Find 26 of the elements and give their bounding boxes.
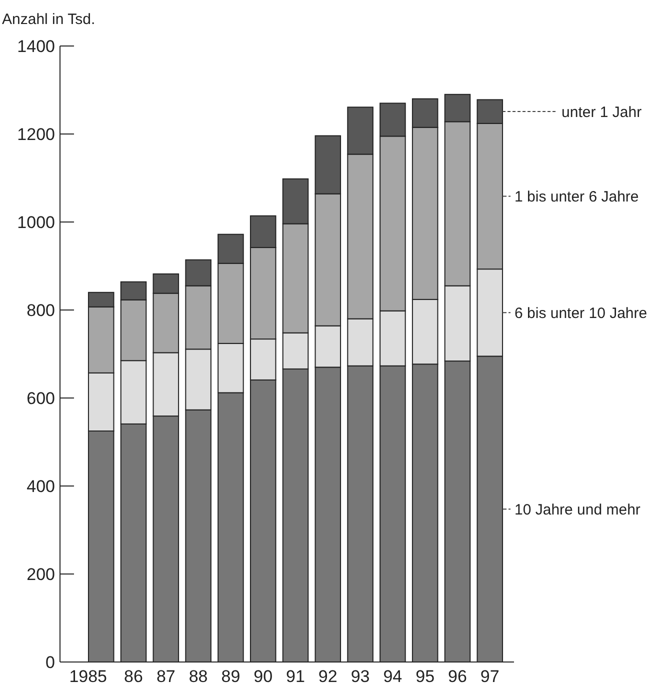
x-tick-label: 88: [188, 667, 208, 686]
y-tick-label: 600: [26, 388, 55, 408]
series-label: 1 bis unter 6 Jahre: [514, 188, 639, 206]
x-tick-label: 92: [318, 667, 338, 686]
text: unter 1 Jahr: [562, 104, 642, 121]
x-tick-label: 86: [124, 667, 143, 686]
x-tick-label: 95: [416, 667, 435, 686]
y-tick-label: 1200: [17, 124, 55, 144]
x-tick-label: 94: [383, 667, 402, 686]
x-tick-label: 91: [286, 667, 305, 686]
series-label: 10 Jahre und mehr: [514, 501, 640, 518]
y-tick-label: 1400: [17, 36, 55, 56]
x-tick-label: 90: [254, 667, 273, 686]
y-tick-label: 200: [26, 564, 55, 584]
x-tick-label: 89: [221, 667, 240, 686]
x-tick-label: 1985: [69, 667, 108, 686]
x-tick-label: 96: [448, 667, 467, 686]
x-tick-label: 93: [350, 667, 370, 686]
y-tick-label: 800: [26, 300, 55, 320]
y-axis-title: Anzahl in Tsd.: [2, 11, 96, 28]
y-tick-label: 0: [46, 652, 55, 672]
y-tick-label: 1000: [17, 212, 55, 232]
x-tick-label: 97: [480, 667, 500, 686]
series-label: 6 bis unter 10 Jahre: [514, 304, 648, 322]
y-tick-label: 400: [26, 476, 55, 496]
x-tick-label: 87: [156, 667, 176, 686]
